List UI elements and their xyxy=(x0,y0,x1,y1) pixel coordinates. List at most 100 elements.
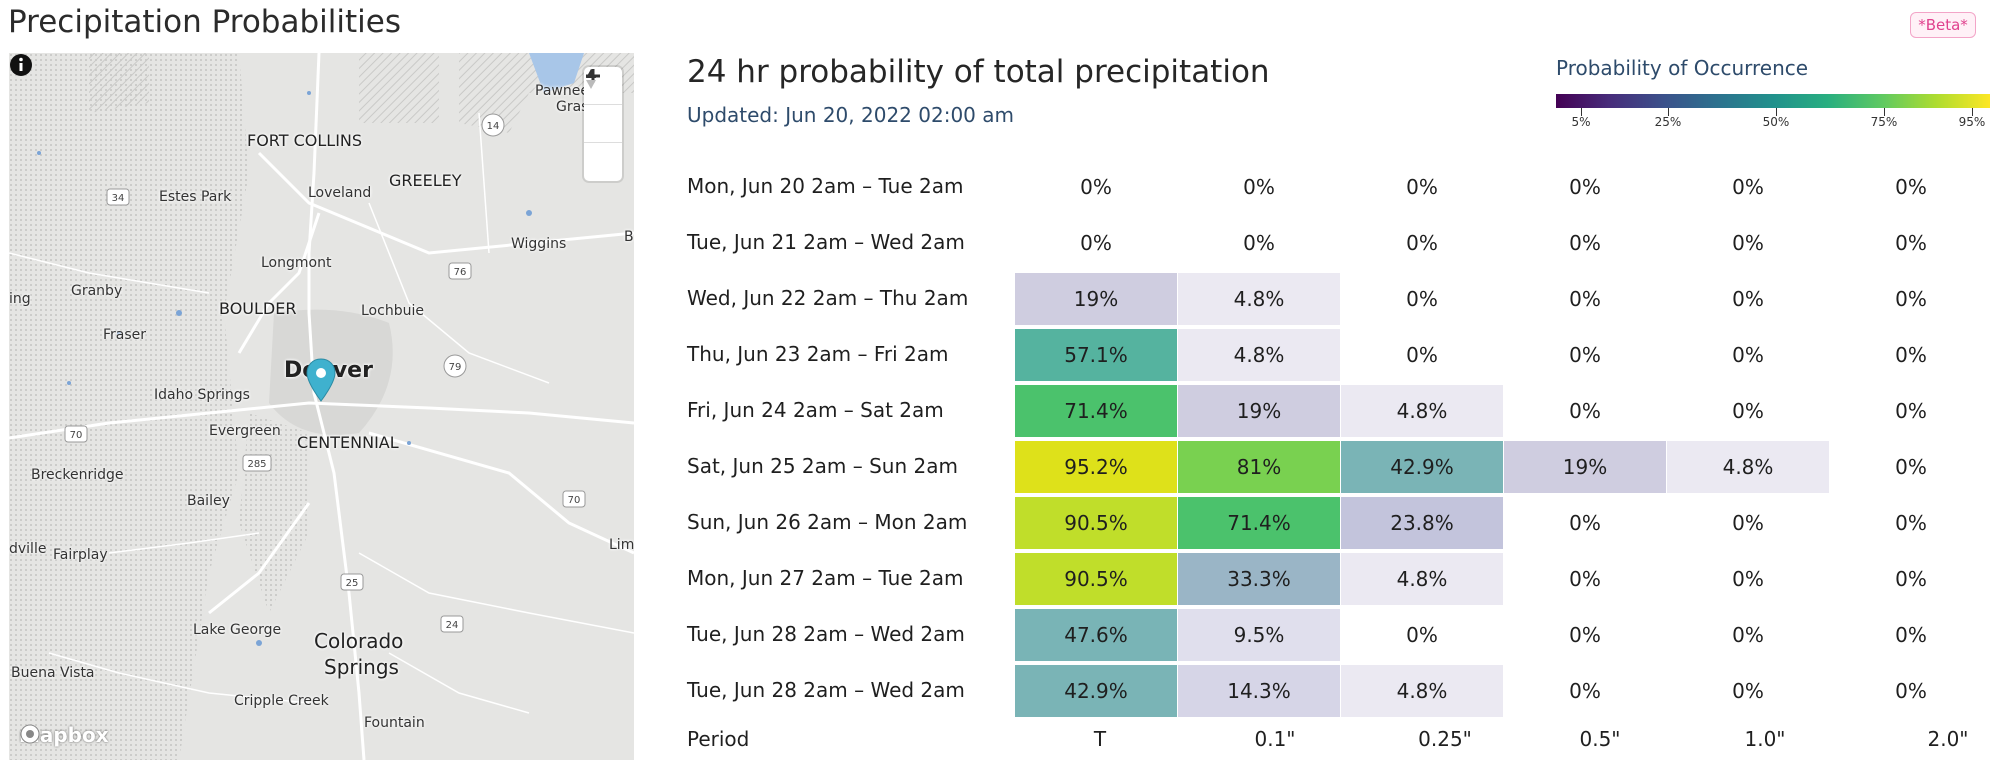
probability-cell: 19% xyxy=(1178,385,1340,437)
mapbox-logo[interactable]: mapbox xyxy=(19,723,109,747)
map-label: Idaho Springs xyxy=(154,387,250,403)
probability-cell: 0% xyxy=(1406,231,1438,255)
period-label: Wed, Jun 22 2am – Thu 2am xyxy=(687,286,969,310)
location-pin-icon[interactable] xyxy=(305,357,337,403)
map-label: ing xyxy=(9,291,31,307)
probability-cell: 0% xyxy=(1895,343,1927,367)
map-label: Lake George xyxy=(193,622,282,638)
legend-tick xyxy=(1776,108,1777,116)
zoom-out-button[interactable] xyxy=(584,74,622,143)
page-title: Precipitation Probabilities xyxy=(8,4,401,40)
probability-cell: 0% xyxy=(1243,231,1275,255)
probability-cell: 0% xyxy=(1895,175,1927,199)
probability-cell: 4.8% xyxy=(1341,553,1503,605)
probability-cell: 0% xyxy=(1569,231,1601,255)
legend-colorbar xyxy=(1556,94,1990,108)
compass-button[interactable] xyxy=(584,69,622,181)
map-label: Estes Park xyxy=(159,189,232,205)
period-label: Tue, Jun 21 2am – Wed 2am xyxy=(687,230,965,254)
threshold-column-header: 0.25" xyxy=(1418,727,1472,751)
period-label: Tue, Jun 28 2am – Wed 2am xyxy=(687,678,965,702)
period-label: Thu, Jun 23 2am – Fri 2am xyxy=(687,342,949,366)
probability-cell: 0% xyxy=(1895,399,1927,423)
probability-cell: 9.5% xyxy=(1178,609,1340,661)
map-label: Fraser xyxy=(103,327,147,343)
legend-tick-label: 25% xyxy=(1654,115,1682,129)
probability-cell: 0% xyxy=(1895,567,1927,591)
probability-cell: 81% xyxy=(1178,441,1340,493)
chart-title: 24 hr probability of total precipitation xyxy=(687,54,1270,90)
probability-cell: 0% xyxy=(1569,679,1601,703)
probability-cell: 0% xyxy=(1569,399,1601,423)
map-label: Pawnee xyxy=(535,83,589,99)
probability-cell: 0% xyxy=(1895,231,1927,255)
probability-cell: 0% xyxy=(1895,679,1927,703)
probability-cell: 0% xyxy=(1080,231,1112,255)
map-label: BOULDER xyxy=(219,299,297,318)
probability-cell: 4.8% xyxy=(1341,665,1503,717)
map-terrain xyxy=(9,53,634,760)
beta-badge: *Beta* xyxy=(1910,12,1976,38)
probability-cell: 0% xyxy=(1569,175,1601,199)
legend-tick-label: 75% xyxy=(1870,115,1898,129)
map-label: Bailey xyxy=(187,493,230,509)
map-label: Fairplay xyxy=(53,547,108,563)
probability-cell: 0% xyxy=(1080,175,1112,199)
probability-cell: 0% xyxy=(1243,175,1275,199)
probability-cell: 19% xyxy=(1504,441,1666,493)
threshold-column-header: 2.0" xyxy=(1927,727,1969,751)
period-label: Sun, Jun 26 2am – Mon 2am xyxy=(687,510,968,534)
probability-cell: 0% xyxy=(1895,455,1927,479)
probability-cell: 0% xyxy=(1732,511,1764,535)
probability-cell: 0% xyxy=(1569,623,1601,647)
legend-title: Probability of Occurrence xyxy=(1556,56,1809,80)
probability-cell: 0% xyxy=(1895,623,1927,647)
probability-cell: 0% xyxy=(1732,567,1764,591)
period-column-header: Period xyxy=(687,727,750,751)
compass-icon xyxy=(586,69,596,89)
probability-cell: 0% xyxy=(1569,511,1601,535)
probability-cell: 90.5% xyxy=(1015,553,1177,605)
probability-cell: 0% xyxy=(1732,175,1764,199)
map-label: Evergreen xyxy=(209,423,281,439)
legend-tick xyxy=(1668,108,1669,116)
map-label: Colorado xyxy=(314,629,404,653)
map-label: Longmont xyxy=(261,255,332,271)
map-label: Cripple Creek xyxy=(234,693,329,709)
info-icon[interactable] xyxy=(9,53,33,77)
probability-cell: 4.8% xyxy=(1178,273,1340,325)
period-label: Sat, Jun 25 2am – Sun 2am xyxy=(687,454,958,478)
map-label: B xyxy=(624,229,634,245)
legend-tick xyxy=(1972,108,1973,116)
map-label: Granby xyxy=(71,283,123,299)
probability-cell: 14.3% xyxy=(1178,665,1340,717)
probability-cell: 0% xyxy=(1732,343,1764,367)
legend-tick-label: 95% xyxy=(1958,115,1986,129)
probability-cell: 4.8% xyxy=(1667,441,1829,493)
map-controls xyxy=(584,67,622,181)
probability-cell: 0% xyxy=(1569,343,1601,367)
map-label: Fountain xyxy=(364,715,425,731)
probability-cell: 0% xyxy=(1406,287,1438,311)
probability-cell: 0% xyxy=(1895,287,1927,311)
map-label: CENTENNIAL xyxy=(297,433,399,452)
probability-cell: 4.8% xyxy=(1341,385,1503,437)
map-label: FORT COLLINS xyxy=(247,131,363,150)
legend-tick-label: 50% xyxy=(1762,115,1790,129)
map-label: Gras xyxy=(556,99,589,115)
probability-cell: 57.1% xyxy=(1015,329,1177,381)
legend-tick-label: 5% xyxy=(1571,115,1591,129)
probability-cell: 0% xyxy=(1732,623,1764,647)
legend-tick xyxy=(1581,108,1582,116)
map-view[interactable]: FORT COLLINS GREELEY Loveland Estes Park… xyxy=(9,53,634,760)
threshold-column-header: 0.5" xyxy=(1579,727,1621,751)
map-label: dville xyxy=(9,541,47,557)
map-label: Lochbuie xyxy=(361,303,424,319)
updated-timestamp: Updated: Jun 20, 2022 02:00 am xyxy=(687,103,1014,127)
map-label: Breckenridge xyxy=(31,467,124,483)
period-label: Mon, Jun 20 2am – Tue 2am xyxy=(687,174,964,198)
mapbox-icon xyxy=(20,724,40,744)
period-label: Fri, Jun 24 2am – Sat 2am xyxy=(687,398,944,422)
map-label: GREELEY xyxy=(389,171,462,190)
probability-cell: 0% xyxy=(1732,231,1764,255)
